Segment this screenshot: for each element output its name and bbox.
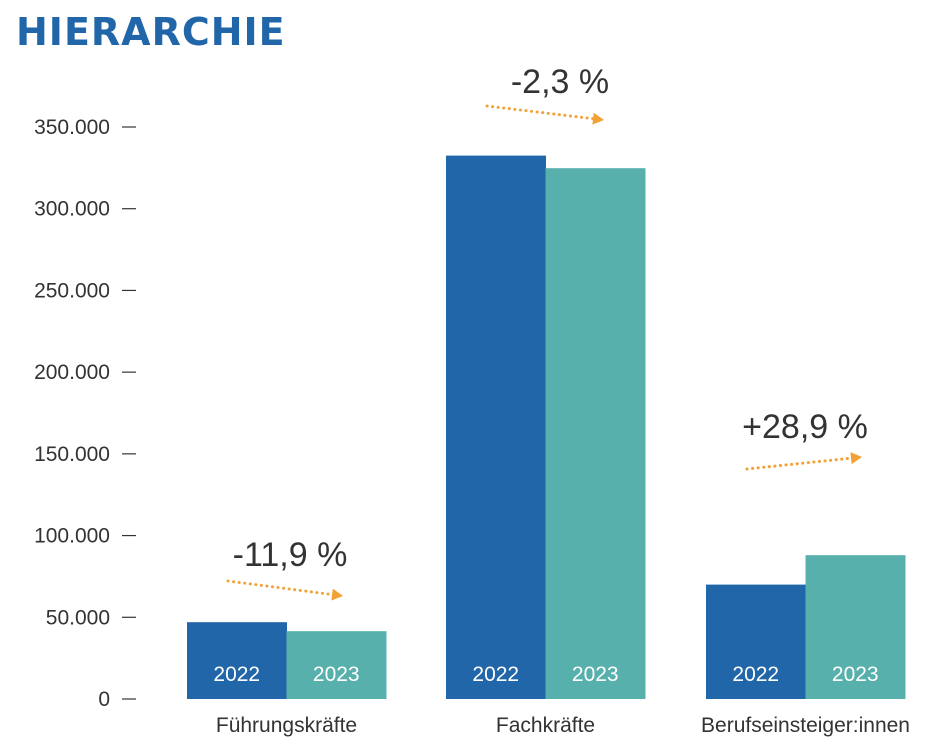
category-label: Berufseinsteiger:innen (701, 714, 910, 737)
y-tick-label: 350.000 (34, 116, 110, 139)
arrow-head-icon (331, 588, 343, 601)
y-tick-label: 150.000 (34, 443, 110, 466)
bar-2022-2 (706, 584, 806, 699)
bar-year-label: 2023 (313, 663, 360, 686)
y-tick-label: 100.000 (34, 525, 110, 548)
bar-2022-1 (446, 155, 546, 700)
y-tick-label: 250.000 (34, 279, 110, 302)
y-tick-label: 50.000 (46, 606, 110, 629)
y-tick-label: 0 (98, 688, 110, 711)
change-percent-label: -2,3 % (511, 63, 609, 101)
trend-arrow-line (745, 456, 853, 471)
arrow-head-icon (592, 112, 604, 125)
bar-year-label: 2023 (572, 663, 619, 686)
bar-2023-0 (286, 631, 387, 699)
y-axis: 0 50.000 100.000 150.000 200.000 250.000 300.0… (34, 116, 136, 711)
bar-2023-2 (805, 555, 906, 699)
change-percent-label: +28,9 % (742, 408, 868, 446)
bar-year-label: 2022 (472, 663, 519, 686)
bar-year-label: 2022 (213, 663, 260, 686)
bars: 2022 2023 Führungskräfte 2022 2023 Fachkräfte… (187, 155, 910, 737)
arrow-head-icon (850, 452, 862, 465)
bar-year-label: 2023 (832, 663, 879, 686)
bar-year-label: 2022 (732, 663, 779, 686)
page-title: HIERARCHIE (16, 10, 286, 54)
y-tick-label: 300.000 (34, 198, 110, 221)
trend-arrow-line (485, 104, 595, 121)
bar-2022-0 (187, 622, 287, 699)
change-percent-label: -11,9 % (233, 536, 348, 574)
trend-arrow-line (226, 579, 334, 597)
category-label: Führungskräfte (216, 714, 357, 737)
change-annotations: -11,9 % -2,3 % +28,9 % (226, 63, 868, 601)
y-tick-label: 200.000 (34, 361, 110, 384)
category-label: Fachkräfte (496, 714, 595, 737)
bar-2023-1 (545, 168, 646, 699)
